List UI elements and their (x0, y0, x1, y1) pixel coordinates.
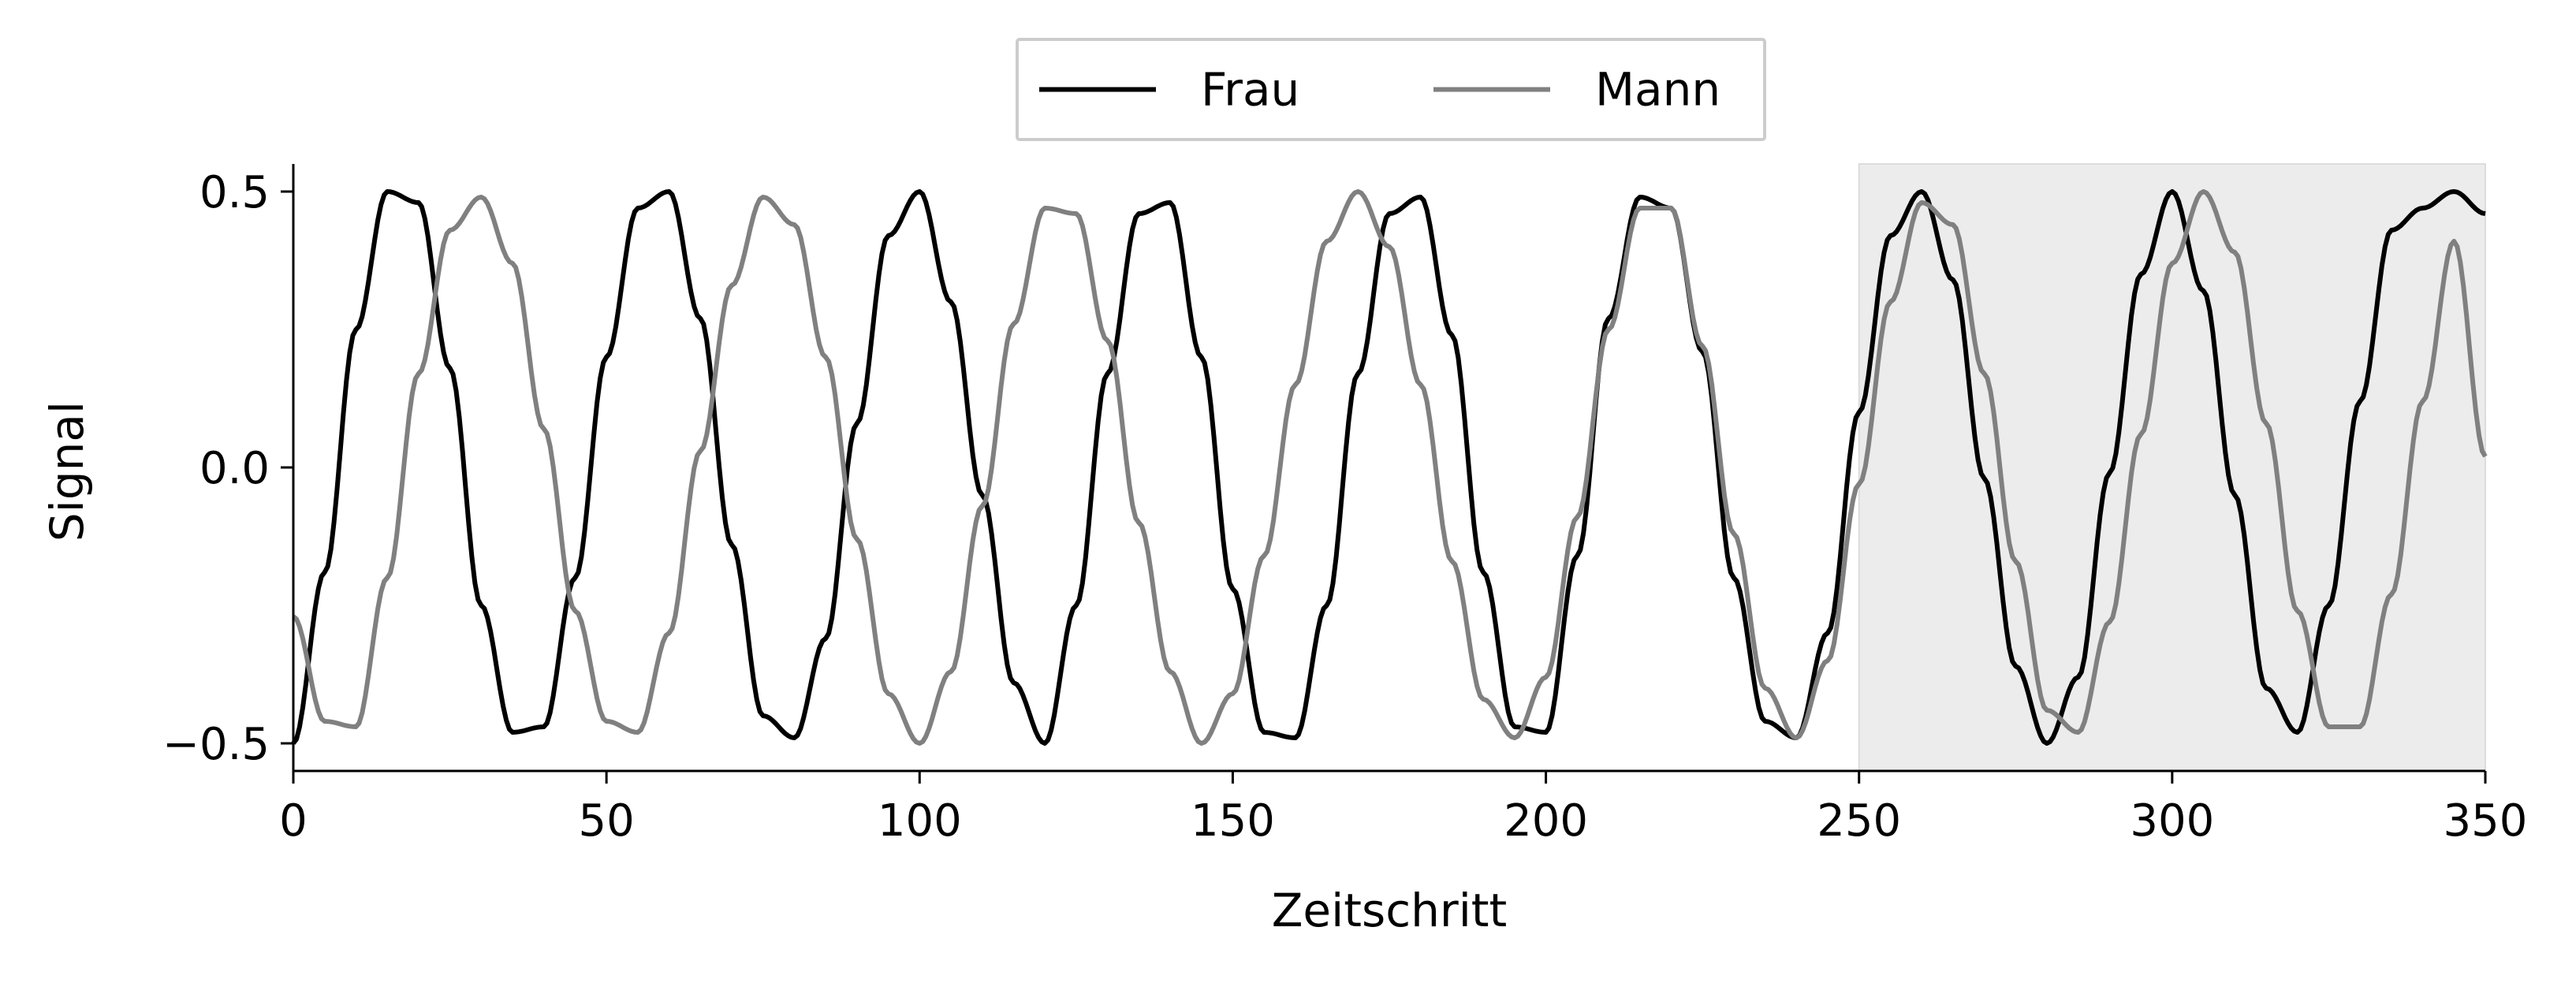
legend-box (1016, 38, 1766, 141)
y-tick-label: 0.0 (199, 443, 270, 494)
x-tick-label: 300 (2130, 795, 2214, 847)
plot-area: 0 50 100 150 200 250 300 350 −0.5 0.0 0.5 (162, 163, 2528, 847)
series-line-mann (292, 189, 2488, 746)
legend: Frau Mann (1016, 38, 1766, 141)
x-tick-label: 200 (1504, 795, 1588, 847)
x-tick-label: 100 (878, 795, 962, 847)
legend-label-mann: Mann (1595, 63, 1720, 117)
y-tick-label: 0.5 (199, 167, 270, 218)
x-tick-label: 350 (2444, 795, 2528, 847)
x-axis-label: Zeitschritt (1272, 884, 1508, 937)
x-tick-label: 150 (1191, 795, 1275, 847)
x-tick-label: 0 (279, 795, 308, 847)
legend-label-frau: Frau (1201, 63, 1299, 117)
shaded-region (1858, 163, 2487, 772)
x-tick-label: 50 (579, 795, 635, 847)
y-axis-label: Signal (40, 401, 94, 542)
series-line-frau (291, 189, 2486, 746)
x-tick-label: 250 (1817, 795, 1901, 847)
y-tick-label: −0.5 (162, 719, 270, 770)
